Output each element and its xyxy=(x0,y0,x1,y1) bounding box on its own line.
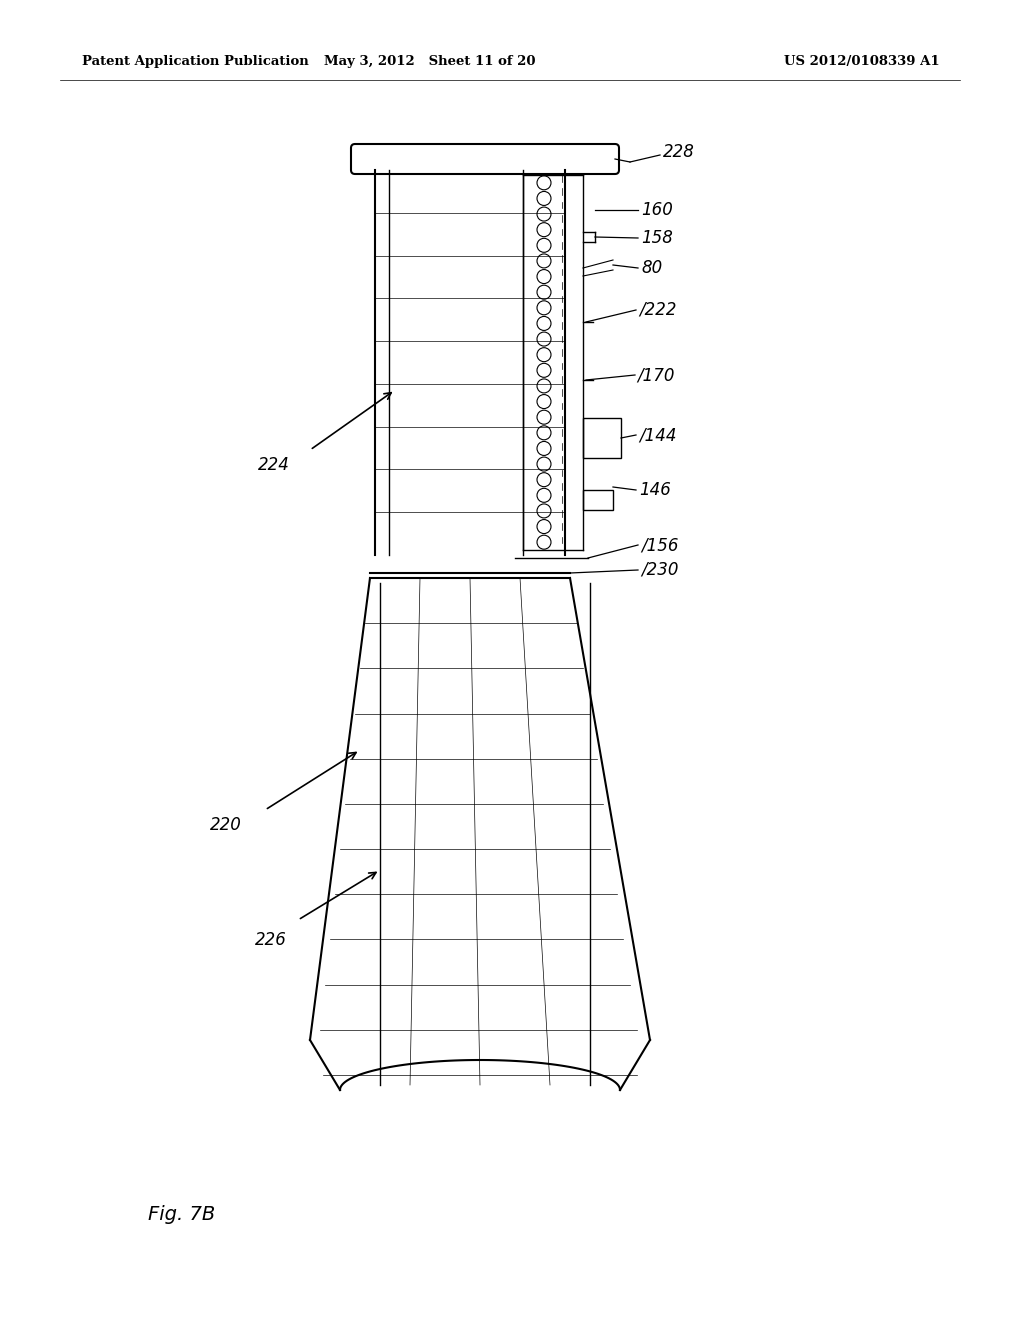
Text: 224: 224 xyxy=(258,455,290,474)
Text: 160: 160 xyxy=(641,201,673,219)
Bar xyxy=(583,490,613,510)
Text: 146: 146 xyxy=(639,480,671,499)
Text: /222: /222 xyxy=(639,301,677,319)
Text: 228: 228 xyxy=(663,143,695,161)
Text: /230: /230 xyxy=(641,561,679,579)
Text: /156: /156 xyxy=(641,536,679,554)
FancyBboxPatch shape xyxy=(351,144,618,174)
Text: /170: /170 xyxy=(637,366,675,384)
Text: /144: /144 xyxy=(639,426,677,444)
Text: 220: 220 xyxy=(210,816,242,834)
Text: 226: 226 xyxy=(255,931,287,949)
Bar xyxy=(583,418,621,458)
Text: 158: 158 xyxy=(641,228,673,247)
Text: Patent Application Publication: Patent Application Publication xyxy=(82,55,309,69)
Text: US 2012/0108339 A1: US 2012/0108339 A1 xyxy=(784,55,940,69)
Text: May 3, 2012   Sheet 11 of 20: May 3, 2012 Sheet 11 of 20 xyxy=(325,55,536,69)
Text: 80: 80 xyxy=(641,259,663,277)
Text: Fig. 7B: Fig. 7B xyxy=(148,1205,215,1225)
